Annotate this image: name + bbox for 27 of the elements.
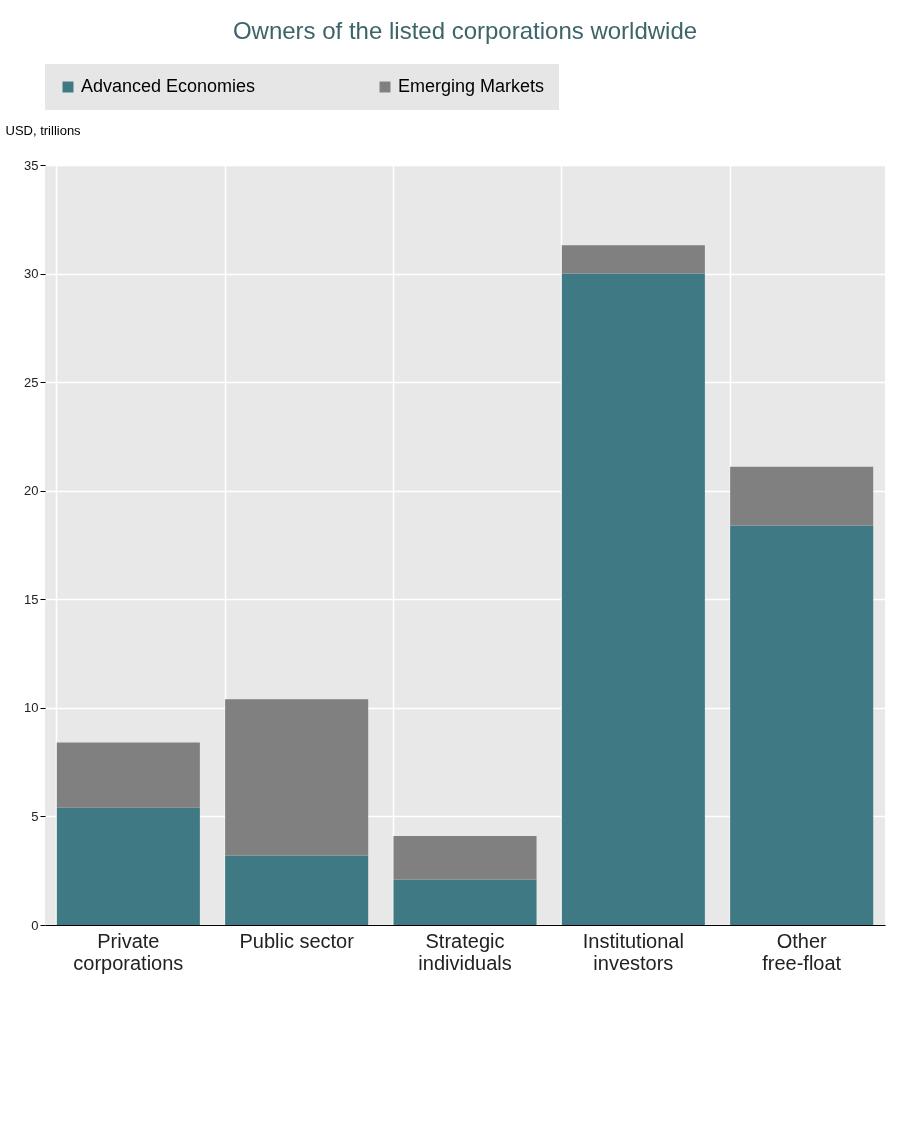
bar	[225, 699, 369, 856]
x-tick-label: Other free-float	[762, 929, 842, 974]
bar	[730, 525, 874, 925]
chart-title: Owners of the listed corporations worldwide	[232, 17, 698, 44]
x-tick-label: Strategic individuals	[418, 929, 512, 974]
bar	[393, 835, 537, 880]
y-tick-label: 0	[31, 917, 39, 933]
y-tick-label: 25	[24, 374, 39, 390]
bar	[393, 879, 537, 925]
bar	[56, 807, 200, 925]
bar	[561, 273, 705, 925]
x-tick-label: Institutional investors	[582, 929, 684, 974]
y-axis-title: USD, trillions	[5, 122, 82, 138]
y-tick-label: 20	[24, 483, 39, 499]
y-tick-label: 10	[24, 700, 39, 716]
y-tick-label: 30	[24, 266, 39, 282]
y-tick-label: 35	[24, 157, 39, 173]
legend-label: Advanced Economies	[81, 76, 256, 96]
bar	[56, 742, 200, 808]
x-tick-label: Public sector	[239, 929, 355, 952]
legend-label: Emerging Markets	[398, 76, 545, 96]
y-tick-label: 15	[24, 591, 39, 607]
bar	[561, 245, 705, 274]
bar	[225, 855, 369, 925]
bar	[730, 466, 874, 526]
y-tick-label: 5	[31, 808, 39, 824]
x-tick-label: Private corporations	[73, 929, 184, 974]
